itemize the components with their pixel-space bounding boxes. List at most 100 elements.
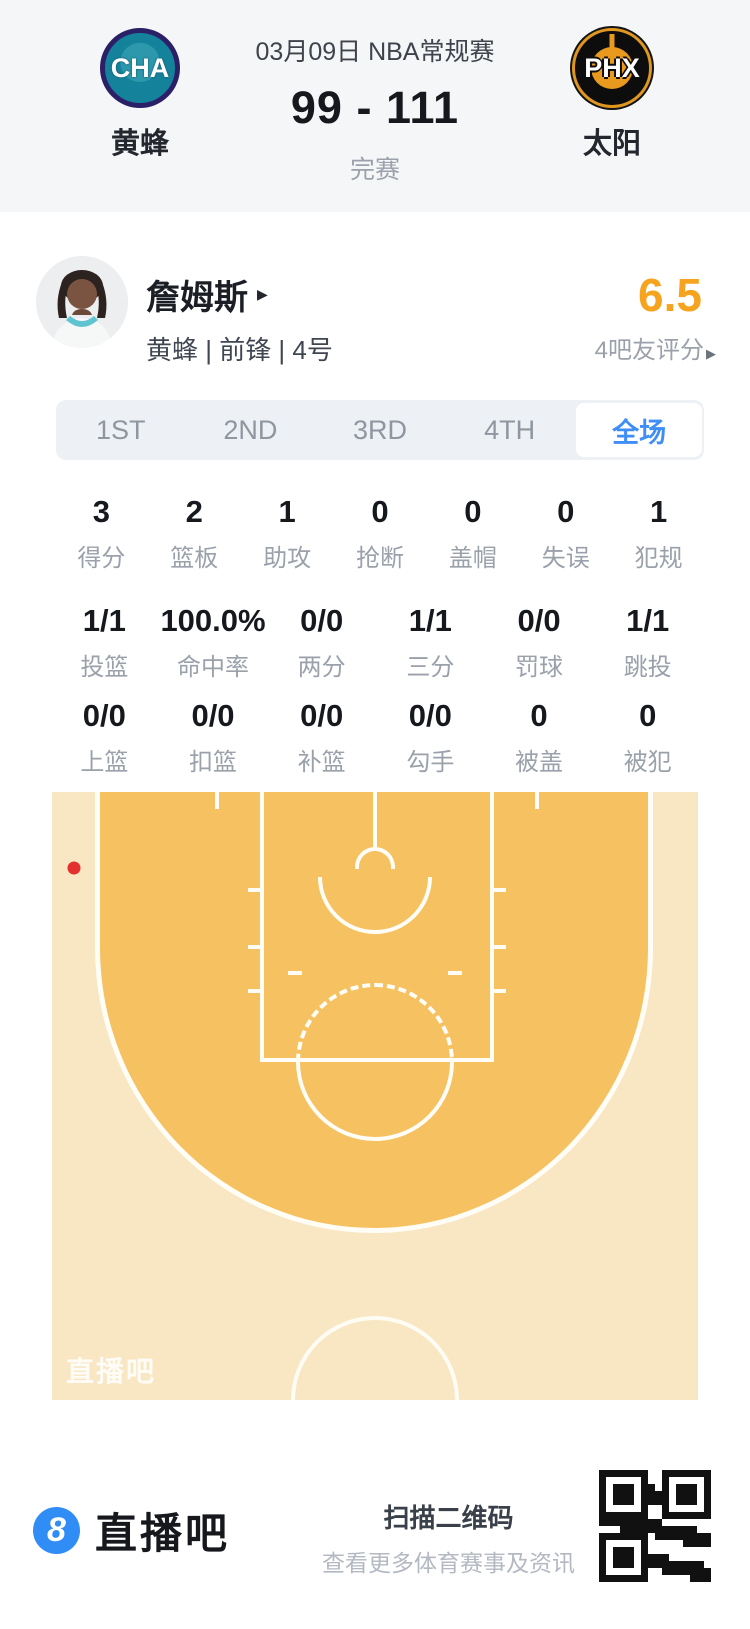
stat-value: 0/0 bbox=[300, 698, 344, 733]
stat-ft: 0/0 罚球 bbox=[485, 603, 594, 682]
lane-hash bbox=[492, 989, 506, 993]
center-circle bbox=[291, 1316, 459, 1400]
stat-label: 盖帽 bbox=[448, 545, 497, 572]
stats-row-shooting: 1/1 投篮 100.0% 命中率 0/0 两分 1/1 三分 0/0 罚球 1… bbox=[50, 603, 702, 682]
stat-label: 三分 bbox=[406, 654, 455, 681]
shot-marker bbox=[67, 861, 81, 875]
stat-label: 犯规 bbox=[634, 545, 683, 572]
rating-caption-text: 4吧友评分 bbox=[594, 337, 704, 364]
scan-title: 扫描二维码 bbox=[383, 1503, 514, 1533]
stat-label: 两分 bbox=[297, 654, 346, 681]
home-team-name: 黄蜂 bbox=[110, 128, 169, 160]
stat-label: 抢断 bbox=[356, 545, 404, 572]
cha-team-logo-icon: CHA bbox=[100, 28, 180, 108]
lane-hash bbox=[248, 888, 262, 892]
stat-value: 1 bbox=[649, 494, 668, 529]
brand-name: 直播吧 bbox=[95, 1510, 231, 1557]
brand-row: 8 直播吧 bbox=[33, 1500, 230, 1561]
match-competition: 03月09日 NBA常规赛 bbox=[255, 38, 495, 66]
shot-chart-court: 直播吧 bbox=[52, 792, 698, 1400]
stat-value: 0 bbox=[464, 494, 482, 529]
stat-jumpshot: 1/1 跳投 bbox=[593, 603, 702, 682]
stat-hook: 0/0 勾手 bbox=[376, 698, 485, 777]
stat-value: 0/0 bbox=[408, 698, 452, 733]
away-team-abbr: PHX bbox=[584, 52, 640, 83]
baseline-tick-right bbox=[535, 792, 539, 809]
stat-label: 得分 bbox=[77, 545, 126, 572]
match-status: 完赛 bbox=[349, 156, 400, 184]
stat-value: 1/1 bbox=[626, 603, 670, 638]
stat-steals: 0 抢断 bbox=[334, 494, 427, 573]
stat-value: 1/1 bbox=[82, 603, 126, 638]
stat-label: 补篮 bbox=[297, 749, 346, 776]
tab-4th[interactable]: 4TH bbox=[484, 414, 536, 445]
stat-2pt: 0/0 两分 bbox=[267, 603, 376, 682]
player-rating-link[interactable]: 6.5 4吧友评分 ▶ bbox=[595, 268, 716, 365]
player-rating-caption: 4吧友评分 ▶ bbox=[595, 330, 716, 365]
stat-turnovers: 0 失误 bbox=[519, 494, 612, 573]
rim-arc bbox=[355, 847, 395, 869]
stat-points: 3 得分 bbox=[55, 494, 148, 573]
stat-fg-pct: 100.0% 命中率 bbox=[159, 603, 268, 682]
match-score: 99 - 111 bbox=[290, 82, 460, 133]
stat-blocks: 0 盖帽 bbox=[426, 494, 519, 573]
rating-arrow-icon: ▶ bbox=[706, 346, 716, 361]
stat-value: 0 bbox=[530, 698, 548, 733]
lane-hash bbox=[492, 888, 506, 892]
stat-assists: 1 助攻 bbox=[241, 494, 334, 573]
player-avatar bbox=[36, 256, 128, 348]
player-name: 詹姆斯 bbox=[146, 279, 248, 317]
player-meta: 黄蜂 | 前锋 | 4号 bbox=[146, 335, 333, 365]
stat-value: 2 bbox=[185, 494, 203, 529]
stat-value: 0 bbox=[371, 494, 389, 529]
tab-2nd[interactable]: 2ND bbox=[223, 414, 278, 445]
tab-full-game[interactable]: 全场 bbox=[576, 403, 702, 457]
stat-value: 100.0% bbox=[160, 603, 266, 638]
scan-caption: 查看更多体育赛事及资讯 bbox=[322, 1550, 575, 1576]
phx-team-logo-icon: PHX bbox=[572, 28, 652, 108]
tab-1st[interactable]: 1ST bbox=[96, 414, 146, 445]
stat-label: 勾手 bbox=[406, 749, 455, 776]
period-tabbar: 1ST 2ND 3RD 4TH 全场 bbox=[56, 400, 704, 460]
home-team: CHA 黄蜂 bbox=[80, 28, 200, 162]
stats-row-main: 3 得分 2 篮板 1 助攻 0 抢断 0 盖帽 0 失误 bbox=[55, 494, 705, 573]
phx-disc-decoration bbox=[591, 47, 633, 89]
stat-label: 失误 bbox=[541, 545, 590, 572]
elbow-dash-left bbox=[288, 971, 302, 975]
qr-code bbox=[599, 1470, 711, 1582]
stat-label: 命中率 bbox=[177, 654, 249, 681]
stat-value: 0 bbox=[557, 494, 575, 529]
stat-value: 0 bbox=[639, 698, 657, 733]
stat-label: 被盖 bbox=[515, 749, 564, 776]
stat-label: 跳投 bbox=[623, 654, 672, 681]
stat-value: 0/0 bbox=[300, 603, 344, 638]
stat-value: 0/0 bbox=[517, 603, 561, 638]
stat-fouls: 1 犯规 bbox=[612, 494, 705, 573]
player-rating-value: 6.5 bbox=[638, 269, 702, 321]
player-name-link[interactable]: 詹姆斯 ▶ bbox=[146, 270, 268, 319]
stat-label: 篮板 bbox=[170, 545, 219, 572]
tab-3rd[interactable]: 3RD bbox=[352, 414, 407, 445]
stat-value: 3 bbox=[92, 494, 111, 529]
zhibo8-logo-icon: 8 bbox=[33, 1507, 80, 1554]
scan-block: 扫描二维码 查看更多体育赛事及资讯 bbox=[322, 1498, 575, 1578]
stat-fg: 1/1 投篮 bbox=[50, 603, 159, 682]
rim-support-line bbox=[373, 792, 377, 847]
stat-3pt: 1/1 三分 bbox=[376, 603, 485, 682]
player-stats-card: 詹姆斯 ▶ 黄蜂 | 前锋 | 4号 6.5 4吧友评分 ▶ 1ST 2ND 3R… bbox=[0, 212, 750, 1629]
lane-hash bbox=[248, 945, 262, 949]
player-avatar-image bbox=[36, 256, 128, 348]
stat-value: 0/0 bbox=[191, 698, 235, 733]
lane-hash bbox=[248, 989, 262, 993]
stat-value: 0/0 bbox=[82, 698, 126, 733]
stat-fouled: 0 被犯 bbox=[593, 698, 702, 777]
stat-got-blocked: 0 被盖 bbox=[485, 698, 594, 777]
court-watermark: 直播吧 bbox=[66, 1356, 157, 1387]
stat-dunk: 0/0 扣篮 bbox=[159, 698, 268, 777]
stat-rebounds: 2 篮板 bbox=[148, 494, 241, 573]
stat-value: 1/1 bbox=[408, 603, 452, 638]
stat-label: 扣篮 bbox=[189, 749, 237, 776]
phx-seam-decoration bbox=[609, 34, 615, 52]
away-team-name: 太阳 bbox=[582, 128, 641, 160]
